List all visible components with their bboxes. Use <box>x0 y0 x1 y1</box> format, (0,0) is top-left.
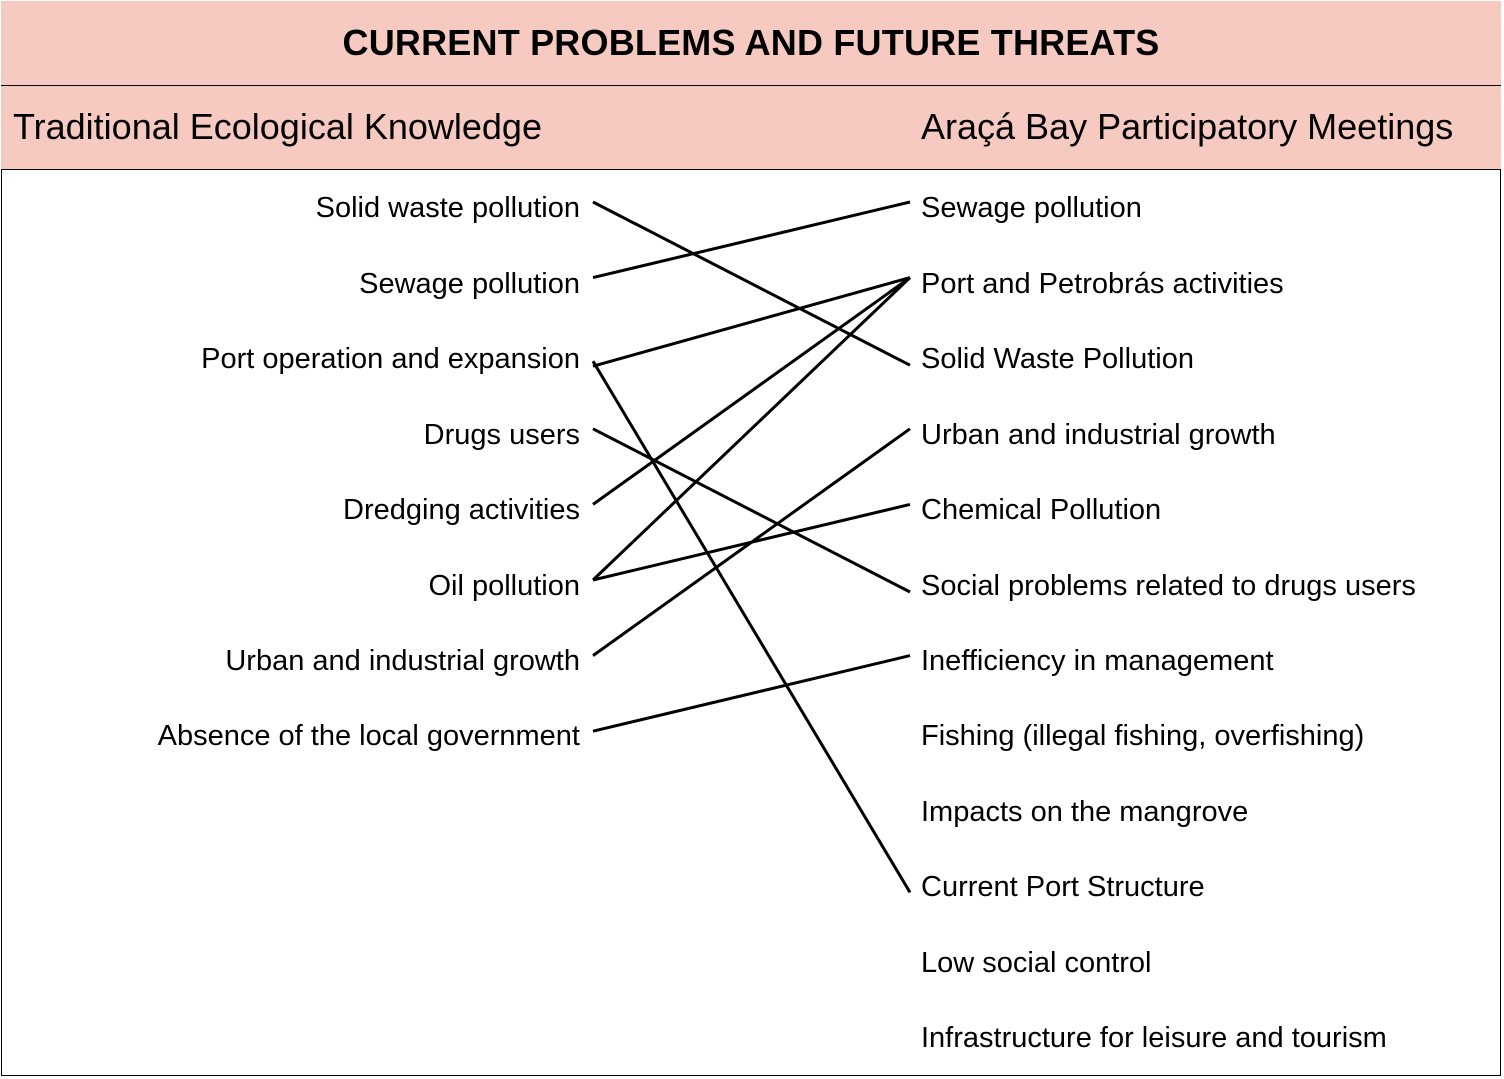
right-item: Urban and industrial growth <box>921 419 1276 451</box>
title-band: CURRENT PROBLEMS AND FUTURE THREATS <box>1 1 1501 86</box>
left-item: Absence of the local government <box>157 720 580 752</box>
right-item: Port and Petrobrás activities <box>921 268 1284 300</box>
left-item: Oil pollution <box>428 570 580 602</box>
left-item: Sewage pollution <box>359 268 580 300</box>
right-item: Fishing (illegal fishing, overfishing) <box>921 720 1365 752</box>
right-column-header: Araçá Bay Participatory Meetings <box>921 106 1454 147</box>
right-item: Sewage pollution <box>921 192 1142 224</box>
right-item: Social problems related to drugs users <box>921 570 1416 602</box>
right-item: Inefficiency in management <box>921 645 1274 677</box>
left-item: Drugs users <box>423 419 580 451</box>
diagram-title: CURRENT PROBLEMS AND FUTURE THREATS <box>342 22 1160 63</box>
right-item: Infrastructure for leisure and tourism <box>921 1022 1387 1054</box>
right-item: Low social control <box>921 947 1152 979</box>
right-item: Impacts on the mangrove <box>921 796 1249 828</box>
column-header-band: Traditional Ecological Knowledge Araçá B… <box>1 86 1501 170</box>
left-column-header: Traditional Ecological Knowledge <box>13 106 542 147</box>
right-item: Solid Waste Pollution <box>921 343 1194 375</box>
left-item: Solid waste pollution <box>315 192 580 224</box>
right-item: Chemical Pollution <box>921 494 1162 526</box>
left-item: Urban and industrial growth <box>225 645 580 677</box>
left-item: Dredging activities <box>343 494 580 526</box>
right-item: Current Port Structure <box>921 871 1205 903</box>
left-item: Port operation and expansion <box>201 343 580 375</box>
